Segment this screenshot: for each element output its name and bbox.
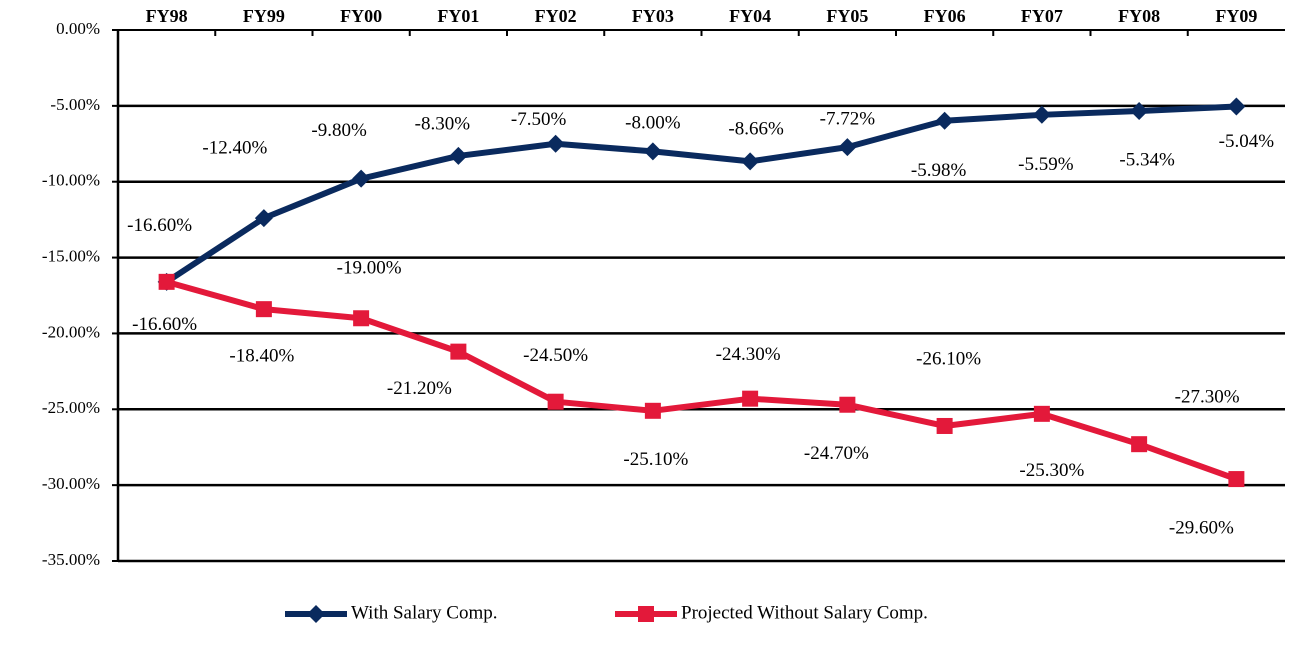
x-tick-label: FY09 <box>1215 6 1257 26</box>
marker <box>158 273 175 290</box>
marker <box>353 310 370 327</box>
data-label: -24.30% <box>716 344 781 365</box>
data-label: -5.59% <box>1018 154 1074 175</box>
data-label: -27.30% <box>1175 387 1240 408</box>
marker <box>547 393 564 410</box>
marker <box>450 343 467 360</box>
legend-label: Projected Without Salary Comp. <box>681 602 928 623</box>
x-tick-label: FY04 <box>729 6 771 26</box>
marker <box>1032 105 1051 124</box>
marker <box>1033 405 1050 422</box>
y-tick-label: 0.00% <box>56 19 100 38</box>
marker <box>638 606 654 622</box>
y-tick-label: -20.00% <box>42 322 100 341</box>
x-tick-label: FY07 <box>1021 6 1063 26</box>
data-label: -7.72% <box>820 108 876 129</box>
data-label: -25.30% <box>1019 460 1084 481</box>
marker <box>935 111 954 130</box>
marker <box>254 209 273 228</box>
data-label: -25.10% <box>623 449 688 470</box>
data-label: -24.50% <box>523 345 588 366</box>
y-tick-label: -25.00% <box>42 398 100 417</box>
marker <box>449 146 468 165</box>
marker <box>838 138 857 157</box>
x-tick-label: FY08 <box>1118 6 1160 26</box>
marker <box>307 605 325 623</box>
marker <box>644 402 661 419</box>
x-tick-label: FY03 <box>632 6 674 26</box>
y-tick-label: -5.00% <box>50 95 100 114</box>
marker <box>839 396 856 413</box>
data-label: -21.20% <box>387 378 452 399</box>
marker <box>1228 471 1245 488</box>
data-label: -9.80% <box>311 120 367 141</box>
x-tick-label: FY01 <box>437 6 479 26</box>
data-label: -12.40% <box>202 137 267 158</box>
data-label: -8.00% <box>625 113 681 134</box>
marker <box>936 417 953 434</box>
x-tick-label: FY00 <box>340 6 382 26</box>
marker <box>742 390 759 407</box>
data-label: -16.60% <box>127 215 192 236</box>
marker <box>1227 97 1246 116</box>
data-label: -18.40% <box>229 346 294 367</box>
data-label: -5.34% <box>1119 149 1175 170</box>
y-tick-label: -30.00% <box>42 474 100 493</box>
data-label: -8.66% <box>728 119 784 140</box>
data-label: -5.04% <box>1219 131 1275 152</box>
marker <box>352 169 371 188</box>
series-line <box>164 103 1237 285</box>
marker <box>741 152 760 171</box>
x-tick-label: FY98 <box>146 6 188 26</box>
data-label: -8.30% <box>415 113 471 134</box>
data-label: -7.50% <box>511 109 567 130</box>
data-label: -5.98% <box>911 160 967 181</box>
y-tick-label: -10.00% <box>42 171 100 190</box>
data-label: -29.60% <box>1169 517 1234 538</box>
x-tick-label: FY99 <box>243 6 285 26</box>
marker <box>255 301 272 318</box>
marker <box>546 134 565 153</box>
data-label: -16.60% <box>132 314 197 335</box>
data-label: -24.70% <box>804 443 869 464</box>
marker <box>1131 436 1148 453</box>
marker <box>643 142 662 161</box>
marker <box>1130 102 1149 121</box>
data-label: -19.00% <box>337 258 402 279</box>
y-tick-label: -15.00% <box>42 246 100 265</box>
x-tick-label: FY05 <box>826 6 868 26</box>
data-label: -26.10% <box>916 348 981 369</box>
legend-label: With Salary Comp. <box>351 602 497 623</box>
x-tick-label: FY02 <box>535 6 577 26</box>
y-tick-label: -35.00% <box>42 550 100 569</box>
series-line <box>165 278 1238 482</box>
x-tick-label: FY06 <box>924 6 966 26</box>
